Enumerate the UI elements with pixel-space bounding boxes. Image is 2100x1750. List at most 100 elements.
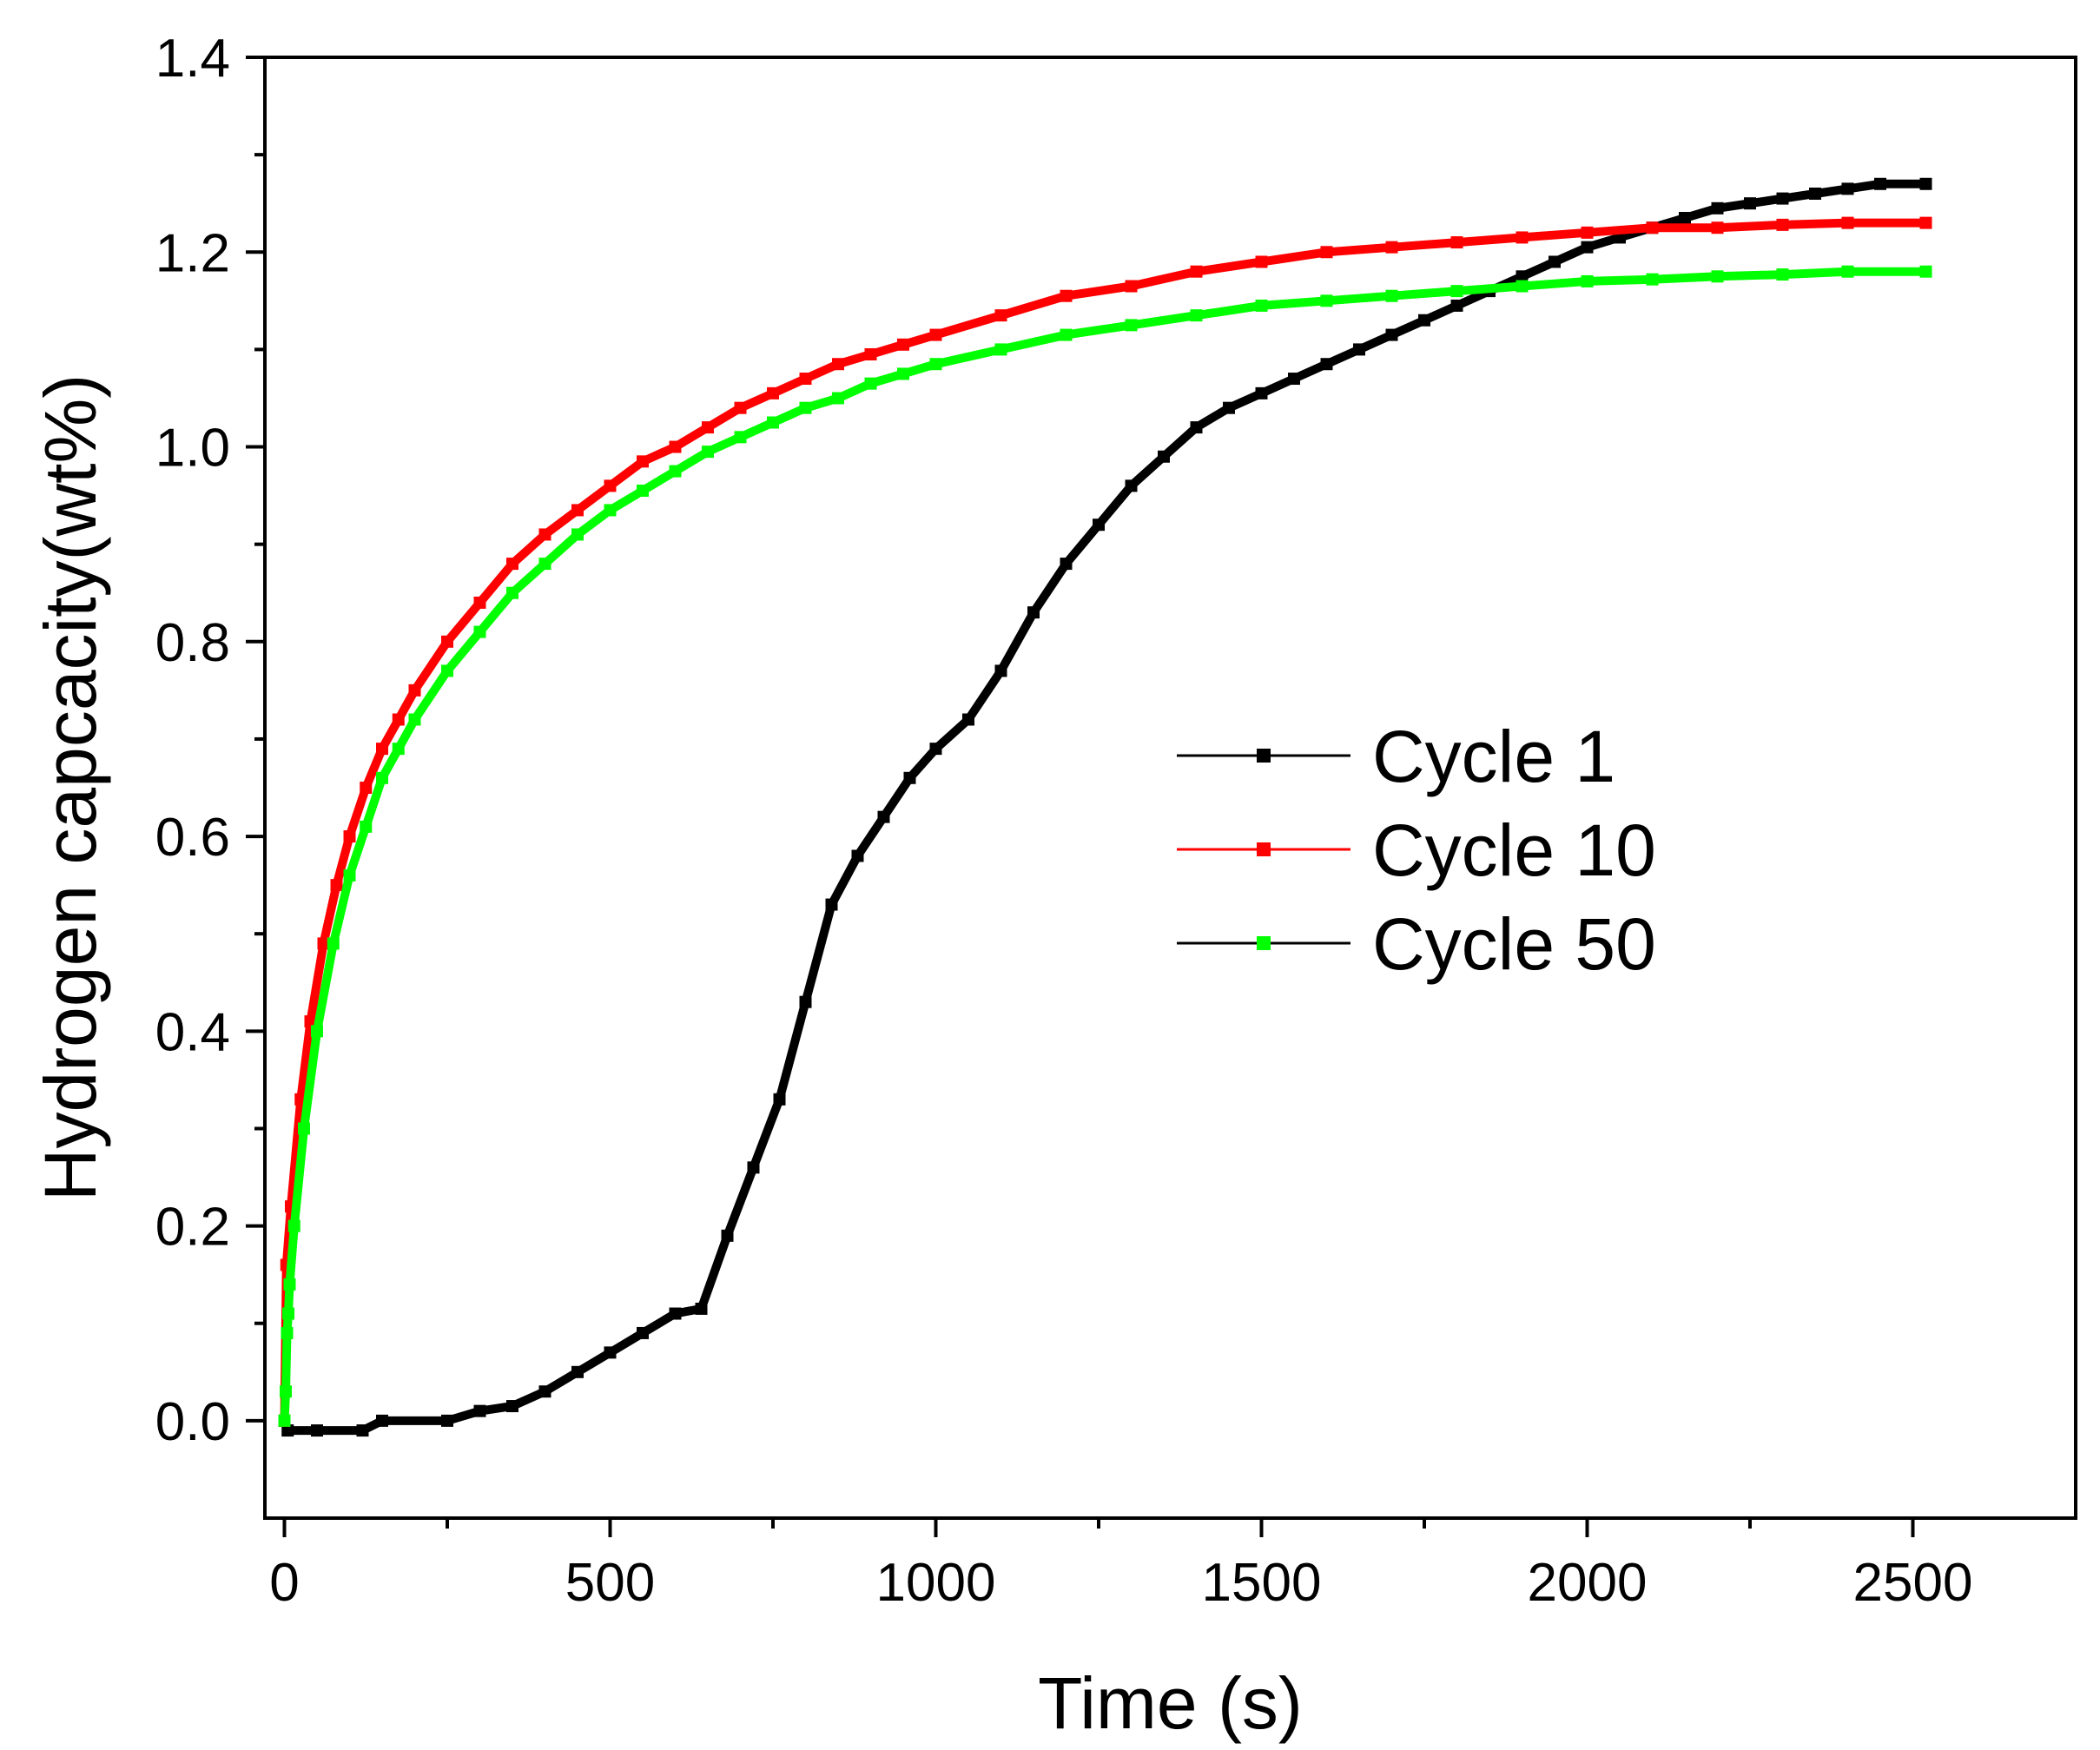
data-point <box>1288 373 1300 386</box>
data-point <box>287 1219 300 1232</box>
y-axis: 0.0 0.2 0.4 0.6 0.8 1.0 1.2 1.4 <box>155 29 265 1452</box>
data-point <box>1255 386 1268 400</box>
data-point <box>281 1424 294 1437</box>
data-point <box>1776 268 1789 281</box>
legend-label: Cycle 50 <box>1372 903 1656 985</box>
data-point <box>825 898 838 911</box>
data-point <box>376 771 388 784</box>
data-point <box>903 771 916 784</box>
data-point <box>356 1424 369 1437</box>
y-tick-label: 0.8 <box>155 613 230 673</box>
data-point <box>864 348 877 361</box>
data-point <box>747 1161 760 1174</box>
data-point <box>734 401 747 414</box>
data-point <box>604 504 617 517</box>
data-point <box>604 1346 617 1359</box>
data-point <box>773 1093 786 1106</box>
series-cycle-1 <box>278 177 1932 1437</box>
data-point <box>1450 299 1463 312</box>
data-point <box>571 528 584 541</box>
data-point <box>637 484 649 497</box>
data-point <box>473 625 486 638</box>
data-point <box>799 995 812 1008</box>
data-point <box>1776 218 1789 231</box>
data-point <box>441 635 453 648</box>
data-point <box>376 743 388 756</box>
data-point <box>304 1015 317 1028</box>
data-point <box>343 830 356 843</box>
data-point <box>929 743 942 756</box>
data-point <box>317 937 330 950</box>
data-point <box>604 479 617 492</box>
y-tick-label: 1.0 <box>155 419 230 479</box>
data-point <box>929 328 942 341</box>
data-point <box>283 1278 296 1291</box>
y-tick-label: 0.4 <box>155 1002 230 1062</box>
data-point <box>408 683 421 697</box>
data-point <box>360 782 373 794</box>
legend-item: Cycle 10 <box>1177 809 1656 891</box>
data-point <box>1385 289 1398 302</box>
data-point <box>473 596 486 609</box>
series-line <box>280 179 1926 1436</box>
y-axis-title: Hydrogen capcacity(wt%) <box>30 374 111 1201</box>
data-point <box>441 664 453 677</box>
legend-marker <box>1257 749 1271 763</box>
data-point <box>441 1414 453 1427</box>
data-point <box>280 1385 292 1398</box>
data-point <box>1874 177 1886 190</box>
legend: Cycle 1 Cycle 10 Cycle 50 <box>1177 716 1656 985</box>
data-point <box>538 1385 551 1398</box>
legend-item: Cycle 1 <box>1177 716 1615 797</box>
x-tick-label: 1500 <box>1202 1553 1322 1613</box>
series-cycle-50 <box>278 265 1932 1427</box>
data-point <box>376 1414 388 1427</box>
data-point <box>1125 479 1138 492</box>
data-point <box>1353 343 1365 356</box>
data-point <box>1841 265 1854 278</box>
legend-label: Cycle 1 <box>1372 716 1615 797</box>
data-point <box>1809 187 1821 200</box>
data-point <box>962 713 974 726</box>
y-tick-label: 0.0 <box>155 1392 230 1452</box>
data-point <box>343 868 356 882</box>
legend-label: Cycle 10 <box>1372 809 1656 891</box>
data-point <box>1711 201 1724 215</box>
data-point <box>832 358 844 371</box>
y-tick-label: 1.4 <box>155 29 230 89</box>
data-point <box>360 820 373 833</box>
data-point <box>1646 273 1659 286</box>
data-point <box>1320 246 1333 259</box>
data-point <box>278 1414 291 1427</box>
x-tick-label: 2500 <box>1853 1553 1973 1613</box>
x-tick-label: 1000 <box>876 1553 996 1613</box>
data-point <box>538 558 551 571</box>
data-point <box>897 338 909 351</box>
data-point <box>1223 401 1235 414</box>
data-point <box>392 743 405 756</box>
data-point <box>311 1424 323 1437</box>
data-point <box>1581 241 1594 254</box>
data-point <box>1125 280 1138 293</box>
series-line <box>280 267 1926 1422</box>
data-point <box>994 664 1007 677</box>
data-point <box>571 1365 584 1378</box>
data-point <box>994 343 1007 356</box>
data-point <box>669 1307 682 1320</box>
legend-marker <box>1257 842 1271 856</box>
plot-frame <box>263 56 2077 1520</box>
series-cycle-10 <box>278 216 1932 1427</box>
data-point <box>877 810 890 823</box>
legend-marker <box>1257 936 1271 950</box>
data-point <box>1841 182 1854 195</box>
data-point <box>702 446 714 459</box>
data-point <box>1158 450 1170 463</box>
x-tick-label: 0 <box>269 1553 299 1613</box>
data-point <box>538 528 551 541</box>
data-point <box>392 713 405 726</box>
data-point <box>669 440 682 453</box>
data-point <box>767 386 779 400</box>
data-point <box>1255 255 1268 268</box>
y-tick-label: 0.6 <box>155 808 230 868</box>
